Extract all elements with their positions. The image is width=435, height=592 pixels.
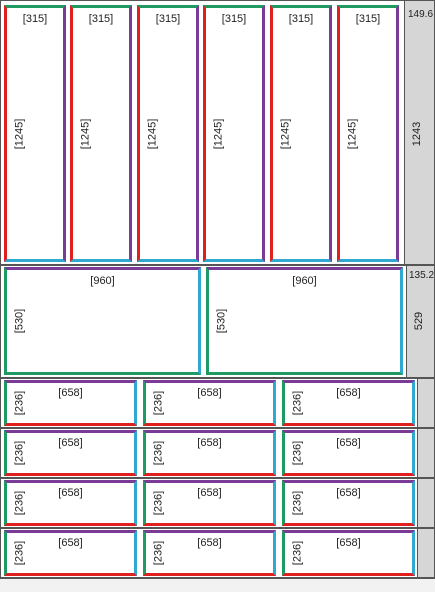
panel-width-label: [658] — [336, 437, 361, 449]
panel-small-r4-c2: [658] [236] — [143, 530, 276, 576]
panel-height-label: [530] — [13, 308, 26, 334]
panel-width-label: [658] — [336, 387, 361, 399]
panel-tall-1: [315] [1245] — [4, 5, 66, 262]
row-2-offcut-strip — [417, 429, 434, 477]
panel-wide-1: [960] [530] — [4, 267, 201, 375]
panel-height-label: [1245] — [13, 118, 26, 149]
panel-height-label: [236] — [291, 390, 304, 416]
panel-height-label: [236] — [291, 540, 304, 566]
panel-width-label: [960] — [292, 275, 317, 287]
panel-tall-3: [315] [1245] — [137, 5, 199, 262]
panel-width-label: [960] — [90, 275, 115, 287]
panel-height-label: [236] — [152, 390, 165, 416]
panel-small-r3-c1: [658] [236] — [4, 480, 137, 526]
row-4-offcut-strip — [417, 529, 434, 577]
panel-height-label: [236] — [152, 540, 165, 566]
panel-height-label: [1245] — [346, 118, 359, 149]
panel-small-r2-c3: [658] [236] — [282, 430, 415, 476]
panel-width-label: [658] — [197, 487, 222, 499]
section-1-offcut-strip: 149.6 1243 — [404, 1, 434, 264]
section-1-offcut-top-value: 149.6 — [408, 9, 434, 20]
panel-height-label: [236] — [13, 440, 26, 466]
panel-tall-4: [315] [1245] — [203, 5, 265, 262]
panel-height-label: [530] — [215, 308, 228, 334]
panel-small-r4-c3: [658] [236] — [282, 530, 415, 576]
panel-small-r2-c2: [658] [236] — [143, 430, 276, 476]
panel-width-label: [315] — [221, 13, 247, 25]
panel-width-label: [315] — [22, 13, 48, 25]
panel-small-r3-c2: [658] [236] — [143, 480, 276, 526]
panel-height-label: [1245] — [146, 118, 159, 149]
panel-height-label: [236] — [13, 490, 26, 516]
panel-width-label: [315] — [288, 13, 314, 25]
panel-small-r1-c1: [658] [236] — [4, 380, 137, 426]
panel-small-r3-c3: [658] [236] — [282, 480, 415, 526]
panel-small-r1-c2: [658] [236] — [143, 380, 276, 426]
panel-width-label: [658] — [58, 437, 83, 449]
panel-height-label: [236] — [13, 540, 26, 566]
panel-small-r2-c1: [658] [236] — [4, 430, 137, 476]
panel-width-label: [658] — [58, 487, 83, 499]
panel-width-label: [658] — [336, 537, 361, 549]
section-2-offcut-strip: 135.2 529 — [406, 266, 434, 377]
panel-height-label: [236] — [152, 440, 165, 466]
panel-tall-6: [315] [1245] — [337, 5, 399, 262]
panel-width-label: [315] — [155, 13, 181, 25]
panel-width-label: [315] — [355, 13, 381, 25]
panel-width-label: [658] — [197, 537, 222, 549]
panel-height-label: [1245] — [79, 118, 92, 149]
section-2-offcut-top-value: 135.2 — [409, 270, 435, 281]
section-2-offcut-value: 529 — [413, 311, 425, 331]
panel-height-label: [1245] — [279, 118, 292, 149]
row-3-offcut-strip — [417, 479, 434, 527]
panel-tall-2: [315] [1245] — [70, 5, 132, 262]
panel-wide-2: [960] [530] — [206, 267, 403, 375]
panel-small-r1-c3: [658] [236] — [282, 380, 415, 426]
panel-tall-5: [315] [1245] — [270, 5, 332, 262]
section-1-offcut-value: 1243 — [411, 121, 423, 147]
panel-width-label: [315] — [88, 13, 114, 25]
panel-width-label: [658] — [58, 387, 83, 399]
panel-height-label: [1245] — [212, 118, 225, 149]
row-1-offcut-strip — [417, 379, 434, 427]
panel-width-label: [658] — [197, 437, 222, 449]
panel-small-r4-c1: [658] [236] — [4, 530, 137, 576]
sheet-bottom-margin — [0, 578, 435, 592]
panel-height-label: [236] — [291, 490, 304, 516]
panel-width-label: [658] — [336, 487, 361, 499]
panel-height-label: [236] — [291, 440, 304, 466]
panel-height-label: [236] — [152, 490, 165, 516]
panel-width-label: [658] — [197, 387, 222, 399]
panel-width-label: [658] — [58, 537, 83, 549]
panel-height-label: [236] — [13, 390, 26, 416]
